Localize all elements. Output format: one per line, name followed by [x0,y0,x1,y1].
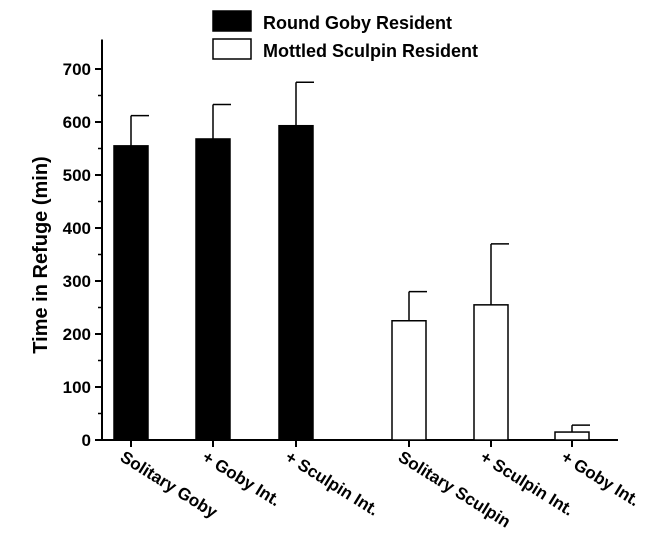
y-tick-label-200: 200 [63,325,91,344]
legend: Round Goby Resident Mottled Sculpin Resi… [212,10,478,61]
y-tick-label-600: 600 [63,113,91,132]
bar-s1-c3 [391,320,427,441]
bar-s1-c5 [554,431,590,441]
y-tick-label-300: 300 [63,272,91,291]
axes: 0 100 200 300 400 500 600 700 [63,39,618,450]
y-tick-label-700: 700 [63,60,91,79]
y-tick-label-500: 500 [63,166,91,185]
category-labels: Solitary Goby+ Goby Int.+ Sculpin Int. So… [117,447,643,531]
y-tick-label-0: 0 [82,431,91,450]
bar-s1-c4 [473,304,509,441]
y-axis-title: Time in Refuge (min) [30,156,52,353]
legend-label-round-goby: Round Goby Resident [263,13,452,33]
bar-s0-c0 [113,145,149,441]
y-tick-label-100: 100 [63,378,91,397]
legend-swatch-mottled-sculpin [212,38,252,60]
bars [113,81,590,441]
x-tick-label-2: + Sculpin Int. [282,447,382,519]
legend-swatch-round-goby [212,10,252,32]
bar-s0-c2 [278,124,314,441]
bar-s0-c1 [195,138,231,441]
legend-label-mottled-sculpin: Mottled Sculpin Resident [263,41,478,61]
y-tick-label-400: 400 [63,219,91,238]
